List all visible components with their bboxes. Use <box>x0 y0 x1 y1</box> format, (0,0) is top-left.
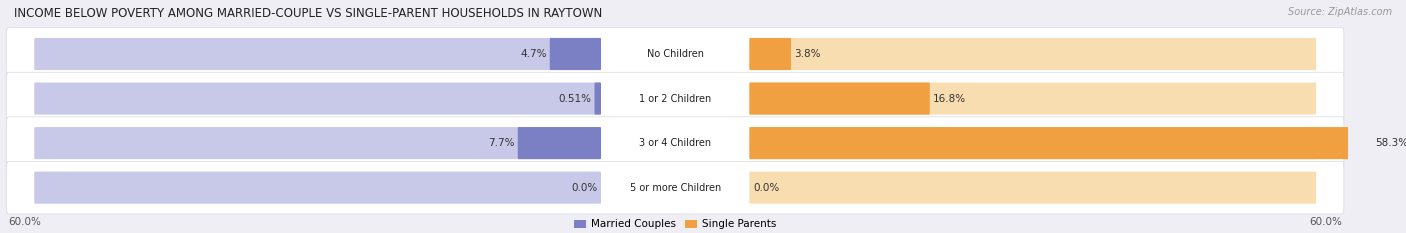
FancyBboxPatch shape <box>749 127 1372 159</box>
Text: 7.7%: 7.7% <box>489 138 515 148</box>
FancyBboxPatch shape <box>749 38 792 70</box>
FancyBboxPatch shape <box>749 172 1316 204</box>
Legend: Married Couples, Single Parents: Married Couples, Single Parents <box>569 215 780 233</box>
FancyBboxPatch shape <box>34 127 600 159</box>
Text: Source: ZipAtlas.com: Source: ZipAtlas.com <box>1288 7 1392 17</box>
Text: 3 or 4 Children: 3 or 4 Children <box>640 138 711 148</box>
FancyBboxPatch shape <box>7 72 1344 125</box>
FancyBboxPatch shape <box>7 161 1344 214</box>
Text: 0.51%: 0.51% <box>558 94 592 103</box>
Text: 60.0%: 60.0% <box>1309 217 1343 227</box>
FancyBboxPatch shape <box>749 38 1316 70</box>
Text: INCOME BELOW POVERTY AMONG MARRIED-COUPLE VS SINGLE-PARENT HOUSEHOLDS IN RAYTOWN: INCOME BELOW POVERTY AMONG MARRIED-COUPL… <box>14 7 602 20</box>
FancyBboxPatch shape <box>749 82 929 115</box>
Text: 5 or more Children: 5 or more Children <box>630 183 721 193</box>
Text: 0.0%: 0.0% <box>571 183 598 193</box>
FancyBboxPatch shape <box>550 38 600 70</box>
FancyBboxPatch shape <box>595 82 600 115</box>
FancyBboxPatch shape <box>7 117 1344 169</box>
FancyBboxPatch shape <box>34 172 600 204</box>
Text: 4.7%: 4.7% <box>520 49 547 59</box>
FancyBboxPatch shape <box>517 127 600 159</box>
Text: 60.0%: 60.0% <box>8 217 41 227</box>
Text: 58.3%: 58.3% <box>1375 138 1406 148</box>
FancyBboxPatch shape <box>749 82 1316 115</box>
FancyBboxPatch shape <box>34 82 600 115</box>
Text: 16.8%: 16.8% <box>932 94 966 103</box>
FancyBboxPatch shape <box>749 127 1316 159</box>
Text: 3.8%: 3.8% <box>793 49 820 59</box>
FancyBboxPatch shape <box>34 38 600 70</box>
Text: 0.0%: 0.0% <box>754 183 779 193</box>
Text: 1 or 2 Children: 1 or 2 Children <box>640 94 711 103</box>
Text: No Children: No Children <box>647 49 703 59</box>
FancyBboxPatch shape <box>7 28 1344 80</box>
